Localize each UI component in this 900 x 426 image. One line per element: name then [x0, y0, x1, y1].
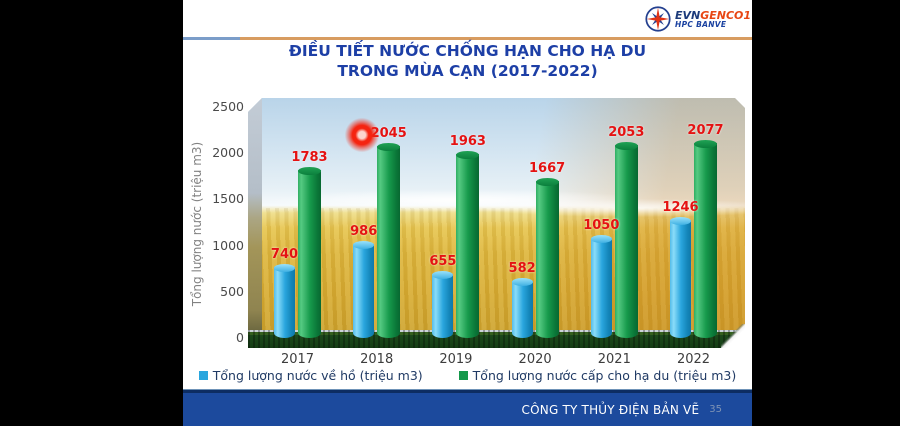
y-tick-label: 500: [220, 283, 244, 299]
bar-2017-s1: [298, 167, 321, 338]
legend-item-s0: Tổng lượng nước về hồ (triệu m3): [198, 368, 423, 383]
bar-value-label: 740: [270, 247, 299, 262]
footer-dark-strip: [183, 390, 752, 393]
evn-star-icon: [645, 6, 671, 32]
y-tick-label: 1000: [212, 237, 244, 253]
bar-value-label: 1050: [583, 218, 620, 233]
bar-value-label: 1667: [529, 161, 566, 176]
x-axis-label-2022: 2022: [676, 352, 711, 367]
bar-2021-s1: [614, 142, 638, 338]
divider-orange-segment: [240, 37, 752, 40]
x-axis-label-2020: 2020: [518, 352, 552, 367]
bar-value-label: 1963: [449, 134, 486, 149]
bar-value-label: 2053: [608, 125, 645, 140]
bar-value-label: 986: [350, 224, 378, 239]
divider-blue-segment: [183, 37, 240, 40]
footer-top-line: [183, 388, 752, 390]
legend-label: Tổng lượng nước về hồ (triệu m3): [212, 368, 423, 383]
y-tick-label: 1500: [212, 191, 244, 207]
bar-value-label: 1783: [291, 150, 328, 165]
chart-3d-wall: [248, 98, 262, 348]
company-logo: EVNGENCO1 HPC BANVE: [645, 4, 751, 34]
bar-2022-s1: [694, 140, 717, 338]
legend-swatch-icon: [458, 371, 468, 380]
x-axis-label-2019: 2019: [439, 352, 473, 367]
page-curl-corner: [721, 324, 745, 348]
logo-subtitle: HPC BANVE: [675, 19, 727, 29]
header-divider: [183, 37, 752, 40]
footer-page-number: 35: [709, 404, 722, 415]
chart-legend: Tổng lượng nước về hồ (triệu m3) Tổng lư…: [183, 368, 752, 383]
bar-value-label: 655: [429, 254, 457, 269]
logo-genco-text: GENCO1: [700, 8, 752, 22]
logo-text: EVNGENCO1 HPC BANVE: [675, 10, 751, 29]
bar-2018-s1: [377, 143, 401, 338]
legend-item-s1: Tổng lượng nước cấp cho hạ du (triệu m3): [458, 368, 737, 383]
legend-swatch-icon: [198, 371, 208, 380]
bar-2021-s0: [590, 235, 612, 338]
logo-evn-text: EVN: [675, 8, 701, 22]
slide-title: ĐIỀU TIẾT NƯỚC CHỐNG HẠN CHO HẠ DU TRONG…: [183, 41, 752, 81]
x-axis-label-2021: 2021: [597, 352, 631, 367]
bar-value-label: 1246: [662, 200, 699, 215]
bar-value-label: 582: [508, 261, 536, 276]
bar-2019-s1: [456, 151, 480, 338]
y-tick-label: 2500: [212, 99, 244, 114]
y-axis-title: Tổng lượng nước (triệu m3): [190, 141, 204, 307]
x-axis-label-2017: 2017: [280, 352, 315, 367]
y-tick-label: 0: [236, 330, 244, 345]
slide-title-line2: TRONG MÙA CẠN (2017-2022): [337, 62, 598, 80]
bar-2020-s1: [535, 178, 559, 338]
laser-pointer-dot: [344, 117, 380, 153]
slide-title-line1: ĐIỀU TIẾT NƯỚC CHỐNG HẠN CHO HẠ DU: [288, 42, 647, 60]
y-tick-label: 2000: [212, 145, 244, 161]
chart-plot-area: 740 1783 986 2045 655 1963 582 1667 1050…: [248, 98, 745, 348]
x-axis-label-2018: 2018: [360, 352, 394, 367]
bar-value-label: 2077: [687, 123, 724, 138]
bar-2020-s0: [511, 278, 533, 338]
slide: EVNGENCO1 HPC BANVE ĐIỀU TIẾT NƯỚC CHỐNG…: [183, 0, 752, 426]
bar-2018-s0: [353, 241, 375, 338]
footer-company-name: CÔNG TY THỦY ĐIỆN BẢN VẼ: [521, 402, 700, 417]
legend-label: Tổng lượng nước cấp cho hạ du (triệu m3): [472, 368, 737, 383]
footer-bar: CÔNG TY THỦY ĐIỆN BẢN VẼ 35: [183, 393, 752, 426]
bar-2019-s0: [432, 271, 454, 338]
bar-2017-s0: [274, 264, 295, 338]
bar-2022-s0: [670, 217, 691, 338]
